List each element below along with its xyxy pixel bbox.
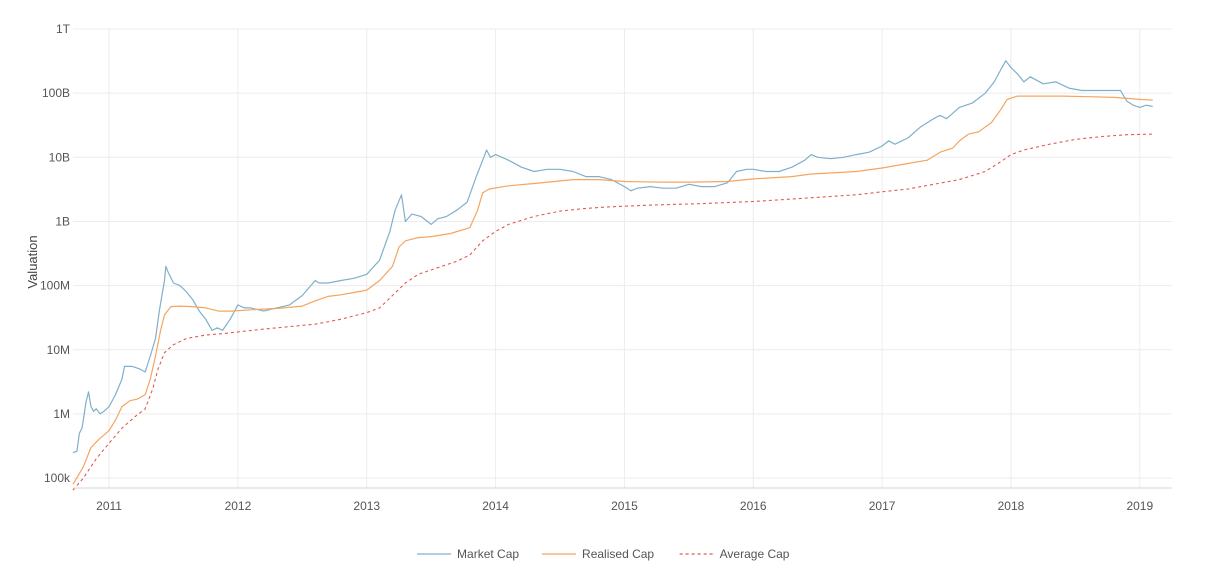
x-tick-label: 2016: [740, 499, 767, 513]
legend-label-realised-cap: Realised Cap: [582, 547, 654, 561]
x-tick-label: 2013: [353, 499, 380, 513]
y-axis: 100k 1M 10M 100M 1B 10B 100B 1T: [40, 22, 71, 485]
x-tick-label: 2015: [611, 499, 638, 513]
x-tick-label: 2019: [1126, 499, 1153, 513]
y-tick-label: 100M: [40, 279, 70, 293]
chart-series: [72, 60, 1153, 491]
y-tick-label: 100B: [42, 86, 70, 100]
x-tick-label: 2017: [869, 499, 896, 513]
legend-label-market-cap: Market Cap: [457, 547, 519, 561]
y-axis-title: Valuation: [25, 235, 40, 288]
chart-legend: Market Cap Realised Cap Average Cap: [417, 547, 790, 561]
legend-label-average-cap: Average Cap: [720, 547, 790, 561]
x-tick-label: 2014: [482, 499, 509, 513]
y-tick-label: 100k: [44, 471, 71, 485]
y-tick-label: 10M: [47, 343, 70, 357]
x-tick-label: 2018: [998, 499, 1025, 513]
series-line-average-cap: [72, 133, 1153, 491]
y-tick-label: 10B: [49, 150, 70, 164]
series-line-realised-cap: [72, 95, 1153, 485]
y-tick-label: 1T: [56, 22, 71, 36]
y-tick-label: 1M: [53, 407, 70, 421]
x-tick-label: 2012: [225, 499, 252, 513]
x-tick-label: 2011: [96, 499, 122, 513]
chart-grid: [73, 28, 1172, 488]
y-tick-label: 1B: [55, 214, 70, 228]
series-line-market-cap: [72, 60, 1153, 454]
x-axis: 2011 2012 2013 2014 2015 2016 2017 2018 2019: [73, 487, 1172, 513]
